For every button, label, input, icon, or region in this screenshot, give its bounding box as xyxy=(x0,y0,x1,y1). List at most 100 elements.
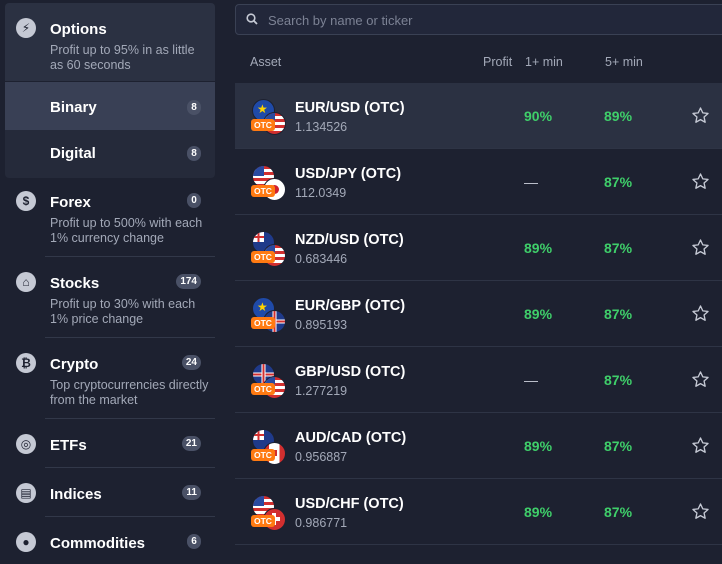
sidebar-item-description: Profit up to 30% with each 1% price chan… xyxy=(50,297,196,326)
profit-1min: 90% xyxy=(524,108,553,124)
sidebar-item-crypto[interactable]: ₿ Crypto 24 Top cryptocurrencies directl… xyxy=(5,342,215,420)
profit-5min: 87% xyxy=(604,438,633,454)
otc-badge: OTC xyxy=(251,317,275,329)
asset-name: NZD/USD (OTC) xyxy=(295,232,404,248)
search-bar xyxy=(235,4,722,36)
asset-row[interactable]: OTC EUR/USD (OTC) 1.134526 90% 89% xyxy=(235,83,722,149)
count-badge: 11 xyxy=(182,485,201,500)
sidebar-item-description: Profit up to 500% with each 1% currency … xyxy=(50,216,203,245)
count-badge: 21 xyxy=(181,436,201,451)
otc-badge: OTC xyxy=(251,119,275,131)
otc-badge: OTC xyxy=(251,449,275,461)
profit-5min: 87% xyxy=(604,240,633,256)
asset-price: 1.277219 xyxy=(295,384,348,398)
star-icon[interactable] xyxy=(691,172,710,191)
sidebar-item-description: Top cryptocurrencies directly from the m… xyxy=(50,378,209,407)
search-input[interactable] xyxy=(266,5,710,36)
profit-1min: — xyxy=(524,372,538,388)
count-badge: 6 xyxy=(187,534,201,549)
asset-price: 0.986771 xyxy=(295,516,348,530)
star-icon[interactable] xyxy=(691,436,710,455)
star-icon[interactable] xyxy=(691,502,710,521)
profit-5min: 89% xyxy=(604,108,633,124)
asset-row[interactable]: OTC USD/CHF (OTC) 0.986771 89% 87% xyxy=(235,479,722,545)
otc-badge: OTC xyxy=(251,383,275,395)
sidebar-item-label: Binary xyxy=(50,99,97,116)
asset-price: 0.683446 xyxy=(295,252,348,266)
asset-price: 1.134526 xyxy=(295,120,348,134)
sidebar-item-label: Options xyxy=(50,21,107,38)
sidebar-item-label: Forex xyxy=(50,194,91,211)
star-icon[interactable] xyxy=(691,304,710,323)
otc-badge: OTC xyxy=(251,251,275,263)
chart-box-icon: ▤ xyxy=(16,483,36,503)
currency-pair-flags: OTC xyxy=(250,99,286,135)
profit-1min: 89% xyxy=(524,504,553,520)
sidebar-item-label: Stocks xyxy=(50,275,100,292)
asset-name: USD/JPY (OTC) xyxy=(295,166,402,182)
asset-row[interactable]: OTC AUD/CAD (OTC) 0.956887 89% 87% xyxy=(235,413,722,479)
column-header-5min[interactable]: 5+ min xyxy=(605,55,643,69)
sidebar-item-digital[interactable]: Digital 8 xyxy=(5,130,215,178)
sidebar-item-label: Digital xyxy=(50,145,96,162)
asset-name: AUD/CAD (OTC) xyxy=(295,430,407,446)
sidebar-item-etfs[interactable]: ◎ ETFs 21 xyxy=(5,423,215,467)
sidebar-item-options[interactable]: ⚡ Options Profit up to 95% in as little … xyxy=(5,3,215,81)
profit-5min: 87% xyxy=(604,306,633,322)
divider xyxy=(45,337,215,338)
count-badge: 0 xyxy=(187,193,201,208)
star-icon[interactable] xyxy=(691,370,710,389)
star-icon[interactable] xyxy=(691,106,710,125)
star-icon[interactable] xyxy=(691,238,710,257)
currency-pair-flags: OTC xyxy=(250,429,286,465)
asset-price: 0.956887 xyxy=(295,450,348,464)
asset-row[interactable]: OTC EUR/GBP (OTC) 0.895193 89% 87% xyxy=(235,281,722,347)
otc-badge: OTC xyxy=(251,515,275,527)
asset-row[interactable]: OTC USD/JPY (OTC) 112.0349 — 87% xyxy=(235,149,722,215)
count-badge: 8 xyxy=(187,100,201,115)
asset-row[interactable]: OTC GBP/USD (OTC) 1.277219 — 87% xyxy=(235,347,722,413)
profit-1min: 89% xyxy=(524,306,553,322)
count-badge: 174 xyxy=(176,274,201,289)
sidebar-item-label: Commodities xyxy=(50,535,146,552)
dollar-icon: $ xyxy=(16,191,36,211)
globe-icon: ◎ xyxy=(16,434,36,454)
divider xyxy=(45,256,215,257)
profit-1min: 89% xyxy=(524,240,553,256)
sidebar-item-label: Indices xyxy=(50,486,102,503)
otc-badge: OTC xyxy=(251,185,275,197)
currency-pair-flags: OTC xyxy=(250,297,286,333)
sidebar-item-label: Crypto xyxy=(50,356,99,373)
asset-name: USD/CHF (OTC) xyxy=(295,496,404,512)
category-sidebar: ⚡ Options Profit up to 95% in as little … xyxy=(0,0,220,564)
column-header-profit: Profit xyxy=(483,55,513,69)
asset-row[interactable]: OTC NZD/USD (OTC) 0.683446 89% 87% xyxy=(235,215,722,281)
currency-pair-flags: OTC xyxy=(250,363,286,399)
sidebar-item-stocks[interactable]: ⌂ Stocks 174 Profit up to 30% with each … xyxy=(5,261,215,339)
sidebar-item-indices[interactable]: ▤ Indices 11 xyxy=(5,472,215,516)
profit-5min: 87% xyxy=(604,504,633,520)
profit-5min: 87% xyxy=(604,372,633,388)
count-badge: 8 xyxy=(187,146,201,161)
asset-name: EUR/USD (OTC) xyxy=(295,100,405,116)
bitcoin-icon: ₿ xyxy=(16,353,36,373)
sidebar-item-forex[interactable]: $ Forex 0 Profit up to 500% with each 1%… xyxy=(5,180,215,258)
sidebar-item-binary[interactable]: Binary 8 xyxy=(5,82,215,130)
asset-price: 112.0349 xyxy=(295,186,347,200)
sidebar-item-description: Profit up to 95% in as little as 60 seco… xyxy=(50,43,195,72)
currency-pair-flags: OTC xyxy=(250,495,286,531)
profit-1min: — xyxy=(524,174,538,190)
drop-icon: ● xyxy=(16,532,36,552)
divider xyxy=(45,418,215,419)
profit-1min: 89% xyxy=(524,438,553,454)
sidebar-item-commodities[interactable]: ● Commodities 6 xyxy=(5,521,215,564)
divider xyxy=(45,516,215,517)
column-header-1min[interactable]: 1+ min xyxy=(525,55,563,69)
count-badge: 24 xyxy=(181,355,201,370)
profit-5min: 87% xyxy=(604,174,633,190)
asset-name: EUR/GBP (OTC) xyxy=(295,298,406,314)
column-header-asset[interactable]: Asset xyxy=(250,55,282,69)
divider xyxy=(45,467,215,468)
asset-price: 0.895193 xyxy=(295,318,348,332)
search-icon xyxy=(246,13,258,25)
